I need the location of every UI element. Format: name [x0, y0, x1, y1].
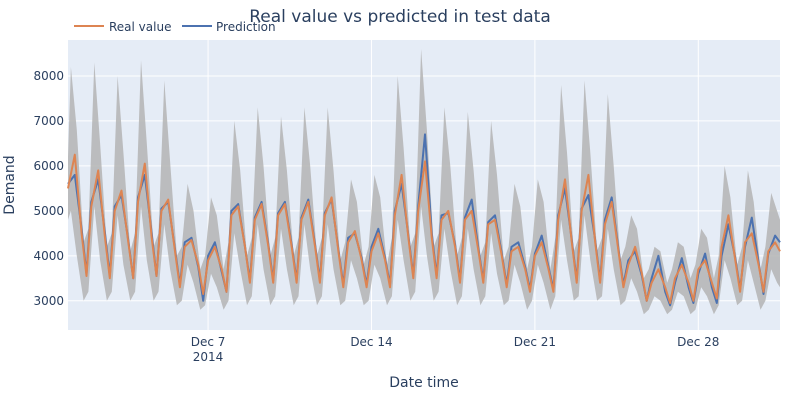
y-tick-label: 7000 [33, 114, 64, 128]
series-lines [67, 133, 781, 307]
series-line-real-value [67, 153, 781, 304]
y-tick-label: 4000 [33, 249, 64, 263]
y-axis-title: Demand [2, 155, 18, 214]
legend-item-prediction[interactable]: Prediction [182, 20, 276, 34]
y-tick-label: 8000 [33, 69, 64, 83]
x-tick-sublabel: 2014 [193, 350, 224, 364]
legend-item-real-value[interactable]: Real value [74, 20, 171, 34]
x-axis-title: Date time [389, 375, 459, 391]
legend-label-real-value: Real value [109, 20, 171, 34]
x-tick-label: Dec 14 [350, 335, 392, 349]
y-tick-label: 6000 [33, 159, 64, 173]
y-axis-ticks: 3000 4000 5000 6000 7000 8000 [33, 69, 64, 308]
x-tick-label: Dec 28 [677, 335, 719, 349]
legend-label-prediction: Prediction [216, 20, 276, 34]
x-tick-label: Dec 7 [191, 335, 226, 349]
y-tick-label: 3000 [33, 294, 64, 308]
y-tick-label: 5000 [33, 204, 64, 218]
legend: Real value Prediction [74, 20, 276, 34]
x-tick-label: Dec 21 [514, 335, 556, 349]
chart-title: Real value vs predicted in test data [249, 7, 551, 27]
